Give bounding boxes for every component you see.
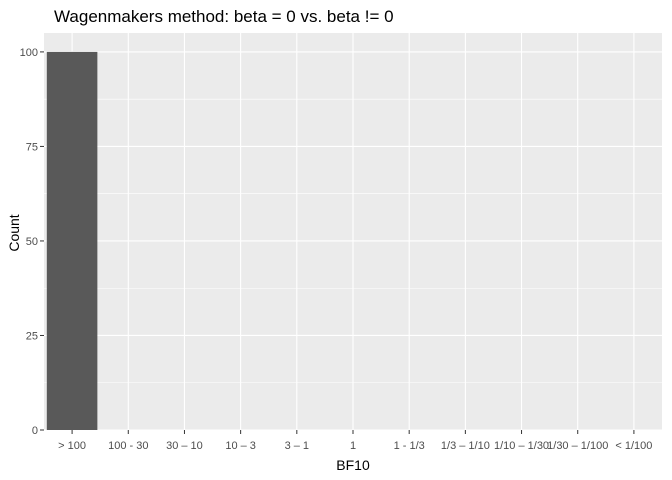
x-tick-label: 1/10 – 1/30 bbox=[494, 440, 549, 452]
chart-title: Wagenmakers method: beta = 0 vs. beta !=… bbox=[54, 7, 394, 26]
x-tick-label: 1 bbox=[350, 440, 356, 452]
x-axis-title: BF10 bbox=[336, 457, 370, 473]
x-tick-label: > 100 bbox=[58, 440, 86, 452]
bar bbox=[46, 51, 98, 431]
x-tick-label: 1 - 1/3 bbox=[394, 440, 425, 452]
y-tick-label: 50 bbox=[26, 236, 38, 248]
x-axis: > 100 100 - 30 30 – 10 10 – 3 3 – 1 1 1 - 1/3 1… bbox=[58, 430, 652, 452]
x-tick-label: 10 – 3 bbox=[225, 440, 256, 452]
x-tick-label: 1/30 – 1/100 bbox=[547, 440, 608, 452]
x-tick-label: < 1/100 bbox=[615, 440, 652, 452]
y-tick-label: 25 bbox=[26, 330, 38, 342]
y-axis: 0 25 50 75 100 bbox=[20, 47, 44, 437]
bars bbox=[46, 51, 98, 431]
y-tick-label: 100 bbox=[20, 47, 38, 59]
x-tick-label: 1/3 – 1/10 bbox=[441, 440, 490, 452]
x-tick-label: 30 – 10 bbox=[166, 440, 203, 452]
x-tick-label: 3 – 1 bbox=[285, 440, 309, 452]
x-tick-label: 100 - 30 bbox=[108, 440, 148, 452]
y-axis-title: Count bbox=[6, 214, 22, 251]
y-tick-label: 0 bbox=[32, 425, 38, 437]
y-tick-label: 75 bbox=[26, 141, 38, 153]
